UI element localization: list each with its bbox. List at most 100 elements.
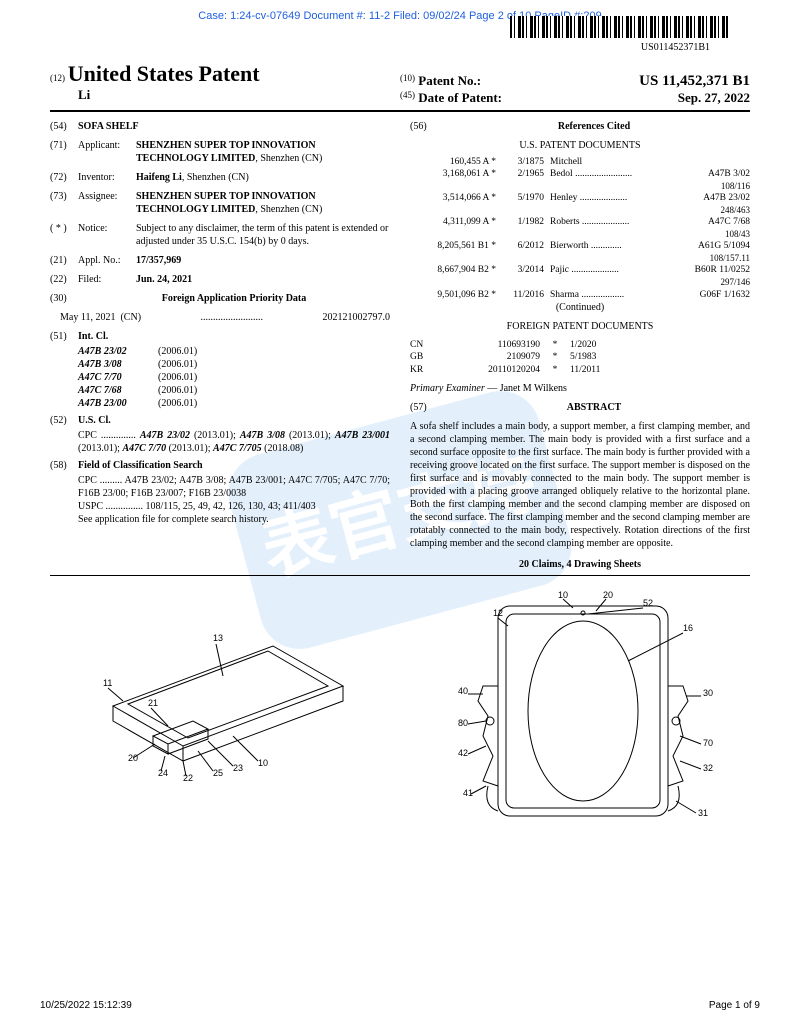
f52-v2: A47B 3/08 — [240, 430, 285, 441]
f21-label: Appl. No.: — [78, 254, 136, 267]
svg-text:41: 41 — [463, 788, 473, 798]
intcl-ver: (2006.01) — [158, 397, 197, 410]
f57-title: ABSTRACT — [438, 401, 750, 414]
f22-val: Jun. 24, 2021 — [136, 273, 192, 286]
foreign-refs: CN110693190*1/2020 GB2109079*5/1983 KR20… — [410, 339, 750, 376]
barcode-text: US011452371B1 — [50, 42, 710, 53]
svg-text:25: 25 — [213, 768, 223, 778]
f52-v3: A47B 23/001 — [335, 430, 390, 441]
patno-prefix: (10) — [400, 73, 415, 90]
claims-line: 20 Claims, 4 Drawing Sheets — [410, 558, 750, 571]
date-prefix: (45) — [400, 90, 415, 106]
f54-num: (54) — [50, 120, 78, 133]
fnotice-num: ( * ) — [50, 222, 78, 248]
fnotice-val: Subject to any disclaimer, the term of t… — [136, 222, 390, 248]
f58-num: (58) — [50, 459, 78, 472]
fnotice-label: Notice: — [78, 222, 136, 248]
title-row: (12) United States Patent Li (10) Patent… — [50, 61, 750, 106]
barcode-bars — [510, 16, 730, 38]
f54-val: SOFA SHELF — [78, 120, 139, 133]
footer-page: Page 1 of 9 — [709, 1000, 760, 1011]
f21-val: 17/357,969 — [136, 254, 181, 267]
f73-loc: , Shenzhen (CN) — [255, 204, 322, 215]
svg-text:13: 13 — [213, 633, 223, 643]
svg-text:12: 12 — [493, 608, 503, 618]
f56-title: References Cited — [438, 120, 750, 133]
examiner-name: Janet M Wilkens — [500, 383, 567, 394]
intcl-list: A47B 23/02(2006.01) A47B 3/08(2006.01) A… — [50, 345, 390, 410]
f71-num: (71) — [50, 139, 78, 165]
intcl-ver: (2006.01) — [158, 371, 197, 384]
f71-loc: , Shenzhen (CN) — [255, 153, 322, 164]
f58-label: Field of Classification Search — [78, 459, 203, 472]
date-label: Date of Patent: — [418, 90, 502, 106]
f72-num: (72) — [50, 171, 78, 184]
abstract-text: A sofa shelf includes a main body, a sup… — [410, 420, 750, 550]
usdocs-title: U.S. PATENT DOCUMENTS — [410, 139, 750, 152]
svg-text:22: 22 — [183, 773, 193, 783]
f51-num: (51) — [50, 330, 78, 343]
svg-text:20: 20 — [603, 590, 613, 600]
intcl-ver: (2006.01) — [158, 384, 197, 397]
inventor-surname: Li — [78, 87, 400, 103]
figure-1: 11 13 21 20 24 22 25 23 10 — [50, 586, 395, 846]
svg-text:16: 16 — [683, 623, 693, 633]
intcl-ver: (2006.01) — [158, 358, 197, 371]
divider — [50, 110, 750, 112]
us-refs: 160,455 A *3/1875Mitchell 3,168,061 A *2… — [410, 156, 750, 301]
svg-text:32: 32 — [703, 763, 713, 773]
f71-label: Applicant: — [78, 139, 136, 165]
svg-text:24: 24 — [158, 768, 168, 778]
svg-text:70: 70 — [703, 738, 713, 748]
f30-dots: ......................... — [141, 311, 322, 324]
intcl-code: A47B 23/02 — [78, 345, 158, 358]
f72-label: Inventor: — [78, 171, 136, 184]
f22-label: Filed: — [78, 273, 136, 286]
right-column: (56) References Cited U.S. PATENT DOCUME… — [410, 120, 750, 571]
f30-country: (CN) — [120, 311, 141, 324]
f30-num: (30) — [50, 292, 78, 305]
svg-text:30: 30 — [703, 688, 713, 698]
f58-cpc: CPC ......... A47B 23/02; A47B 3/08; A47… — [78, 474, 390, 500]
svg-text:10: 10 — [258, 758, 268, 768]
svg-text:10: 10 — [558, 590, 568, 600]
figures-row: 11 13 21 20 24 22 25 23 10 — [50, 586, 750, 846]
f56-num: (56) — [410, 120, 438, 133]
figure-2: 10 20 52 16 12 40 30 80 70 42 32 41 31 — [405, 586, 750, 846]
f30-title: Foreign Application Priority Data — [78, 292, 390, 305]
page-footer: 10/25/2022 15:12:39 Page 1 of 9 — [0, 1000, 800, 1021]
title-prefix: (12) — [50, 73, 65, 83]
svg-text:23: 23 — [233, 763, 243, 773]
f58-note: See application file for complete search… — [78, 513, 390, 526]
footer-timestamp: 10/25/2022 15:12:39 — [40, 1000, 132, 1011]
intcl-code: A47C 7/68 — [78, 384, 158, 397]
f57-num: (57) — [410, 401, 438, 414]
left-column: (54) SOFA SHELF (71) Applicant: SHENZHEN… — [50, 120, 390, 571]
svg-text:11: 11 — [103, 678, 112, 688]
f72-val: Haifeng Li — [136, 172, 182, 183]
f58-uspc: USPC ............... 108/115, 25, 49, 42… — [78, 500, 390, 513]
f21-num: (21) — [50, 254, 78, 267]
svg-text:31: 31 — [698, 808, 708, 818]
f22-num: (22) — [50, 273, 78, 286]
patno-label: Patent No.: — [418, 73, 481, 90]
body-columns: (54) SOFA SHELF (71) Applicant: SHENZHEN… — [50, 120, 750, 571]
svg-text:21: 21 — [148, 698, 158, 708]
f73-num: (73) — [50, 190, 78, 216]
svg-text:52: 52 — [643, 598, 653, 608]
intcl-code: A47B 3/08 — [78, 358, 158, 371]
svg-text:80: 80 — [458, 718, 468, 728]
f72-loc: , Shenzhen (CN) — [182, 172, 249, 183]
f52-num: (52) — [50, 414, 78, 427]
usp-title: United States Patent — [68, 61, 260, 86]
intcl-code: A47C 7/70 — [78, 371, 158, 384]
f51-label: Int. Cl. — [78, 330, 108, 343]
intcl-ver: (2006.01) — [158, 345, 197, 358]
patent-page: Case: 1:24-cv-07649 Document #: 11-2 Fil… — [0, 0, 800, 1000]
patno-value: US 11,452,371 B1 — [639, 73, 750, 90]
divider-thin — [50, 575, 750, 576]
date-value: Sep. 27, 2022 — [678, 90, 750, 106]
svg-text:40: 40 — [458, 686, 468, 696]
f30-date: May 11, 2021 — [60, 311, 115, 324]
f30-app: 202121002797.0 — [323, 311, 391, 324]
